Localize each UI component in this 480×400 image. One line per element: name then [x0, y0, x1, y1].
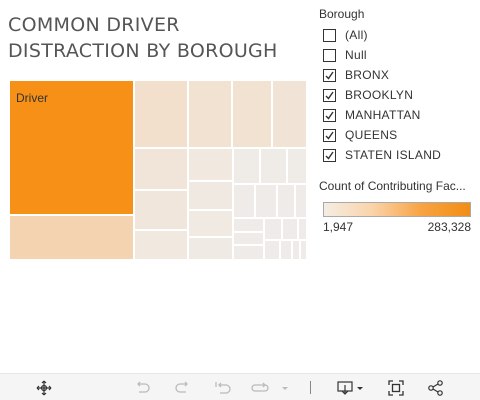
filter-item-label: BROOKLYN [345, 88, 414, 102]
treemap-cell[interactable] [255, 184, 277, 218]
legend-title: Count of Contributing Fac... [319, 179, 466, 193]
treemap-cell[interactable] [287, 148, 307, 184]
treemap-cell-driver[interactable]: Driver [9, 80, 134, 215]
filter-item[interactable]: BROOKLYN [319, 85, 474, 105]
treemap-cell[interactable] [292, 240, 300, 260]
treemap-cell[interactable] [300, 240, 307, 260]
download-icon[interactable] [336, 379, 354, 397]
pan-icon[interactable] [35, 379, 53, 397]
fullscreen-icon[interactable] [387, 379, 405, 397]
check-icon [325, 111, 334, 120]
revert-icon[interactable] [213, 379, 233, 397]
checkbox-checked[interactable] [323, 88, 336, 102]
treemap-cell[interactable] [134, 80, 188, 148]
filter-item-label: (All) [345, 28, 368, 42]
treemap-cell[interactable] [233, 245, 264, 260]
filter-item[interactable]: QUEENS [319, 125, 474, 145]
filter-item-label: Null [345, 48, 367, 62]
color-legend: Count of Contributing Fac... 1,947 283,3… [319, 179, 474, 234]
treemap-cell[interactable] [233, 218, 264, 232]
treemap-cell[interactable] [232, 80, 272, 148]
legend-gradient-bar [323, 202, 471, 217]
treemap-cell[interactable] [134, 230, 188, 260]
legend-min: 1,947 [323, 220, 354, 234]
treemap-cell[interactable] [280, 240, 292, 260]
page-title: COMMON DRIVER DISTRACTION BY BOROUGH [8, 12, 308, 64]
treemap-cell[interactable] [9, 215, 134, 260]
check-icon [325, 91, 334, 100]
checkbox-checked[interactable] [323, 68, 336, 82]
filter-title: Borough [319, 7, 365, 21]
check-icon [325, 71, 334, 80]
treemap-chart[interactable]: Driver [9, 80, 307, 260]
filter-item-label: QUEENS [345, 128, 398, 142]
legend-max: 283,328 [427, 220, 471, 234]
treemap-label-driver: Driver [16, 91, 48, 105]
filter-item[interactable]: (All) [319, 25, 474, 45]
treemap-cell[interactable] [272, 80, 307, 148]
filter-item-label: STATEN ISLAND [345, 148, 442, 162]
refresh-icon[interactable] [250, 379, 270, 397]
treemap-cell[interactable] [260, 148, 287, 184]
treemap-cell[interactable] [277, 184, 295, 218]
treemap-cell[interactable] [233, 148, 260, 184]
check-icon [325, 151, 334, 160]
redo-icon[interactable] [173, 379, 191, 397]
treemap-cell[interactable] [295, 184, 307, 218]
treemap-cell[interactable] [188, 181, 233, 210]
treemap-cell[interactable] [282, 218, 298, 240]
pause-dropdown-icon[interactable] [280, 379, 290, 397]
treemap-cell[interactable] [233, 184, 255, 218]
treemap-cell[interactable] [188, 210, 233, 237]
download-dropdown-icon[interactable] [355, 379, 365, 397]
undo-icon[interactable] [134, 379, 152, 397]
filter-item[interactable]: STATEN ISLAND [319, 145, 474, 165]
checkbox-unchecked[interactable] [323, 48, 336, 62]
filter-item[interactable]: MANHATTAN [319, 105, 474, 125]
title-line-2: DISTRACTION BY BOROUGH [8, 40, 278, 62]
filter-item-label: BRONX [345, 68, 390, 82]
treemap-cell[interactable] [264, 240, 280, 260]
title-line-1: COMMON DRIVER [8, 14, 180, 36]
filter-item[interactable]: Null [319, 45, 474, 65]
treemap-cell[interactable] [298, 218, 307, 240]
share-icon[interactable] [427, 379, 445, 397]
filter-item[interactable]: BRONX [319, 65, 474, 85]
checkbox-checked[interactable] [323, 128, 336, 142]
treemap-cell[interactable] [264, 218, 282, 240]
borough-filter: Borough (All) Null BRONX BROOKLYN MANHATTAN Q… [319, 7, 474, 165]
viz-toolbar [0, 373, 480, 400]
treemap-cell[interactable] [134, 190, 188, 230]
treemap-cell[interactable] [233, 232, 264, 245]
filter-item-label: MANHATTAN [345, 108, 421, 122]
checkbox-unchecked[interactable] [323, 28, 336, 42]
treemap-cell[interactable] [188, 148, 233, 181]
treemap-cell[interactable] [188, 80, 232, 148]
treemap-cell[interactable] [188, 237, 233, 260]
treemap-cell[interactable] [134, 148, 188, 190]
checkbox-checked[interactable] [323, 148, 336, 162]
toolbar-divider [310, 381, 311, 394]
checkbox-checked[interactable] [323, 108, 336, 122]
check-icon [325, 131, 334, 140]
